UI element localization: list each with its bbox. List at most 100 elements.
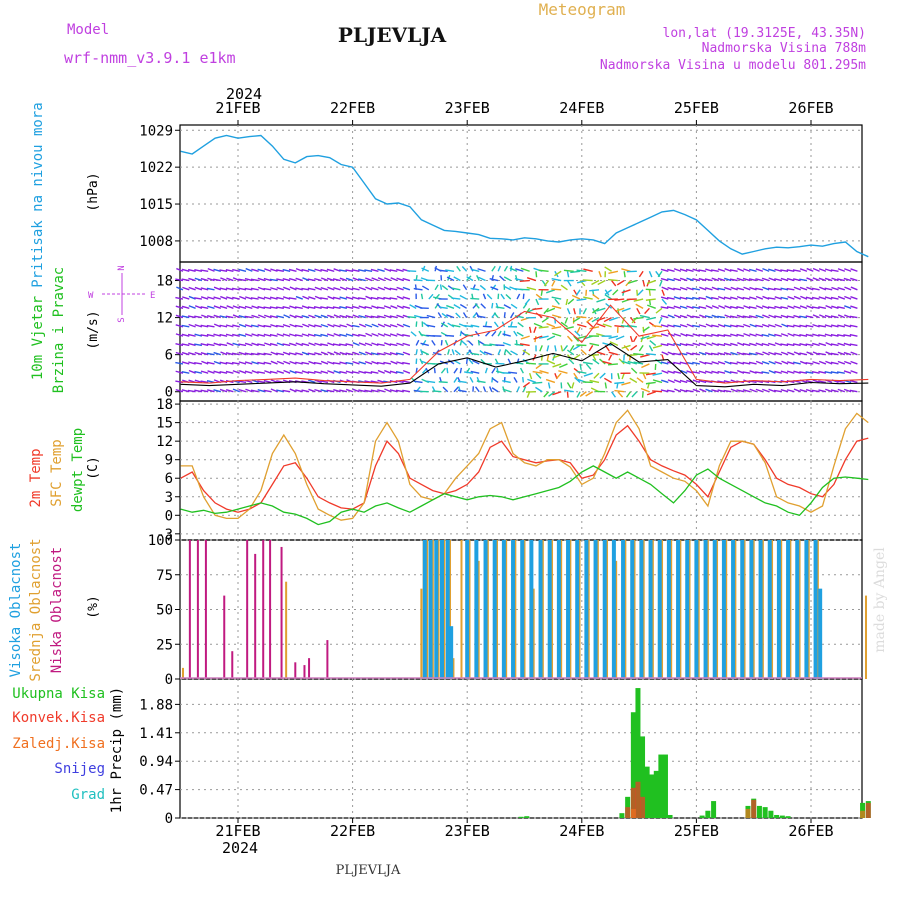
wind-arrow bbox=[730, 286, 738, 291]
wind-arrow bbox=[621, 381, 631, 386]
wind-arrow bbox=[563, 269, 574, 272]
wind-arrow bbox=[812, 379, 820, 384]
wind-arrow bbox=[711, 333, 719, 337]
wind-arrow bbox=[837, 314, 846, 319]
footer-station: PLJEVLJA bbox=[336, 863, 401, 878]
wind-arrow bbox=[762, 286, 770, 291]
wind-arrow bbox=[364, 323, 373, 328]
wind-arrow bbox=[560, 321, 568, 328]
wind-arrow bbox=[768, 388, 776, 393]
wind-arrow bbox=[799, 371, 808, 374]
wind-arrow bbox=[225, 268, 234, 272]
wind-arrow bbox=[648, 289, 651, 296]
y-tick-label: 1008 bbox=[139, 234, 173, 250]
wind-arrow bbox=[514, 278, 524, 282]
wind-arrow bbox=[629, 317, 636, 324]
wind-arrow bbox=[705, 323, 713, 328]
wind-arrow bbox=[685, 333, 694, 337]
wind-arrow bbox=[588, 345, 594, 352]
wind-arrow bbox=[552, 332, 562, 337]
wind-arrow bbox=[632, 335, 638, 343]
wind-arrow bbox=[633, 361, 644, 365]
wind-arrow bbox=[232, 305, 240, 309]
wind-arrow bbox=[679, 389, 688, 393]
wind-arrow bbox=[175, 370, 184, 374]
wind-arrow bbox=[206, 287, 215, 291]
wind-arrow bbox=[749, 370, 757, 374]
wind-arrow bbox=[723, 334, 732, 337]
wind-arrow bbox=[389, 324, 398, 328]
wind-arrow bbox=[188, 369, 196, 374]
wind-arrow bbox=[793, 314, 801, 319]
wind-arrow bbox=[396, 314, 404, 319]
wind-arrow bbox=[396, 304, 404, 309]
wind-arrow bbox=[620, 324, 631, 328]
wind-arrow bbox=[742, 342, 751, 347]
cloud-bar bbox=[776, 540, 781, 679]
wind-arrow bbox=[314, 314, 322, 319]
wind-arrow bbox=[188, 277, 196, 282]
wind-arrow bbox=[582, 381, 593, 384]
wind-arrow bbox=[844, 305, 852, 309]
wind-arrow bbox=[742, 389, 751, 393]
wind-arrow bbox=[295, 371, 303, 374]
wind-arrow bbox=[485, 330, 491, 337]
wind-arrow bbox=[667, 278, 675, 282]
cloud-bar bbox=[593, 540, 598, 679]
wind-arrow bbox=[685, 343, 694, 347]
wind-arrow bbox=[730, 296, 738, 300]
wind-arrow bbox=[742, 352, 751, 356]
wind-arrow bbox=[806, 267, 814, 272]
wind-arrow bbox=[320, 389, 329, 393]
wind-arrow bbox=[339, 305, 348, 310]
wind-arrow bbox=[402, 277, 411, 282]
precip-ylabel: 1hr Precip (mm) bbox=[109, 687, 125, 813]
wind-arrow bbox=[200, 269, 209, 272]
wind-arrow bbox=[181, 370, 190, 374]
wind-arrow bbox=[539, 370, 549, 374]
wind-arrow bbox=[786, 277, 795, 282]
wind-arrow bbox=[257, 296, 266, 300]
wind-arrow bbox=[339, 389, 348, 393]
wind-arrow bbox=[627, 360, 637, 365]
cloud-bar bbox=[474, 540, 479, 679]
cloud-bar bbox=[437, 540, 440, 679]
wind-arrow bbox=[525, 362, 537, 365]
wind-arrow bbox=[780, 269, 789, 272]
wind-arrow bbox=[717, 323, 726, 328]
wind-arrow bbox=[579, 391, 587, 397]
wind-arrow bbox=[501, 321, 506, 328]
wind-arrow bbox=[364, 360, 373, 365]
wind-arrow bbox=[469, 377, 474, 383]
wind-arrow bbox=[288, 268, 297, 272]
wind-arrow bbox=[849, 379, 858, 384]
wind-arrow bbox=[579, 363, 582, 371]
wind-arrow bbox=[652, 324, 663, 328]
wind-arrow bbox=[289, 370, 297, 374]
wind-arrow bbox=[439, 284, 443, 290]
cloud-bar bbox=[767, 540, 772, 679]
wind-arrow bbox=[516, 293, 521, 300]
wind-arrow bbox=[491, 377, 499, 384]
wind-arrow bbox=[314, 295, 322, 300]
precip-bar bbox=[745, 808, 751, 818]
wind-arrow bbox=[780, 287, 789, 291]
wind-arrow bbox=[748, 315, 757, 319]
wind-arrow bbox=[187, 315, 196, 319]
wind-arrow bbox=[357, 297, 366, 300]
wind-arrow bbox=[811, 389, 820, 393]
wind-arrow bbox=[629, 335, 634, 343]
wind-arrow bbox=[503, 276, 512, 282]
wind-arrow bbox=[614, 324, 625, 328]
wind-arrow bbox=[257, 352, 266, 356]
wind-arrow bbox=[652, 379, 663, 384]
wind-arrow bbox=[276, 306, 284, 310]
wind-arrow bbox=[516, 386, 521, 393]
wind-arrow bbox=[345, 370, 354, 374]
wind-arrow bbox=[711, 314, 719, 319]
wind-arrow bbox=[648, 270, 653, 278]
wind-arrow bbox=[539, 345, 543, 352]
wind-arrow bbox=[652, 344, 663, 349]
wind-arrow bbox=[743, 305, 751, 309]
wind-arrow bbox=[729, 315, 738, 319]
